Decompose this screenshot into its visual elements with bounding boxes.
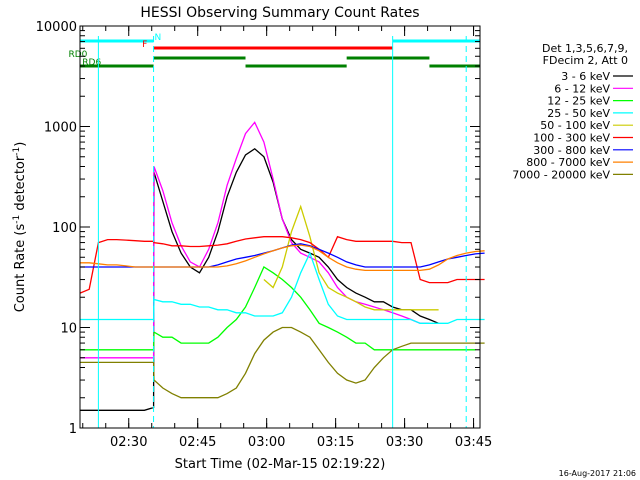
plot-frame (79, 25, 481, 429)
x-tick-label: 03:45 (455, 435, 492, 450)
legend-header-line: FDecim 2, Att 0 (543, 54, 628, 67)
series-line-4 (263, 204, 439, 311)
y-tick-label: 1 (69, 422, 77, 437)
legend-label: 300 - 800 keV (533, 144, 610, 157)
legend-label: 25 - 50 keV (547, 107, 610, 120)
legend-label: 800 - 7000 keV (526, 156, 610, 169)
state-label-f: F (142, 40, 147, 50)
series-line-2 (80, 266, 476, 351)
x-tick-label: 03:30 (386, 435, 423, 450)
axes: 1 10 100 1000 10000 02:30 02:45 03:00 03:15 03:30… (36, 20, 493, 450)
y-axis-label-mid: detector (13, 155, 28, 215)
series-line-8 (80, 326, 485, 399)
x-tick-label: 03:00 (248, 435, 285, 450)
legend-header-line: Det 1,3,5,6,7,9, (542, 42, 628, 55)
legend: Det 1,3,5,6,7,9,FDecim 2, Att 0 3 - 6 keV… (512, 42, 633, 181)
state-label-rd0: RD0 (69, 50, 88, 60)
y-axis-label: Count Rate (s-1 detector-1) (12, 142, 28, 313)
state-label-rd6: RD6 (82, 58, 101, 68)
series-lines (79, 121, 485, 411)
footer-date: 16-Aug-2017 21:06 (559, 469, 636, 478)
x-axis-label: Start Time (02-Mar-15 02:19:22) (175, 457, 386, 472)
x-tick-label: 03:15 (317, 435, 354, 450)
x-tick-label: 02:45 (179, 435, 216, 450)
y-axis-label-sup2: -1 (12, 147, 22, 156)
night-markers (97, 36, 467, 428)
series-line-7 (80, 244, 485, 272)
y-axis-label-end: ) (13, 142, 28, 147)
series-line-0 (80, 147, 439, 411)
y-tick-label: 10000 (36, 20, 77, 35)
y-tick-label: 1000 (44, 121, 77, 136)
series-line-3 (80, 251, 485, 324)
y-axis-label-sup1: -1 (12, 215, 22, 224)
y-tick-label: 10 (60, 322, 77, 337)
legend-label: 6 - 12 keV (554, 82, 610, 95)
chart-title: HESSI Observing Summary Count Rates (140, 5, 419, 21)
y-axis-label-main: Count Rate (s (13, 224, 28, 313)
legend-label: 7000 - 20000 keV (512, 168, 610, 181)
legend-label: 50 - 100 keV (540, 119, 610, 132)
series-line-1 (80, 121, 430, 359)
state-label-n: N (154, 33, 161, 43)
series-line-5 (79, 235, 485, 294)
y-tick-label: 100 (52, 221, 77, 236)
legend-label: 12 - 25 keV (547, 95, 610, 108)
x-tick-label: 02:30 (110, 435, 147, 450)
legend-label: 100 - 300 keV (533, 132, 610, 145)
legend-label: 3 - 6 keV (561, 70, 610, 83)
